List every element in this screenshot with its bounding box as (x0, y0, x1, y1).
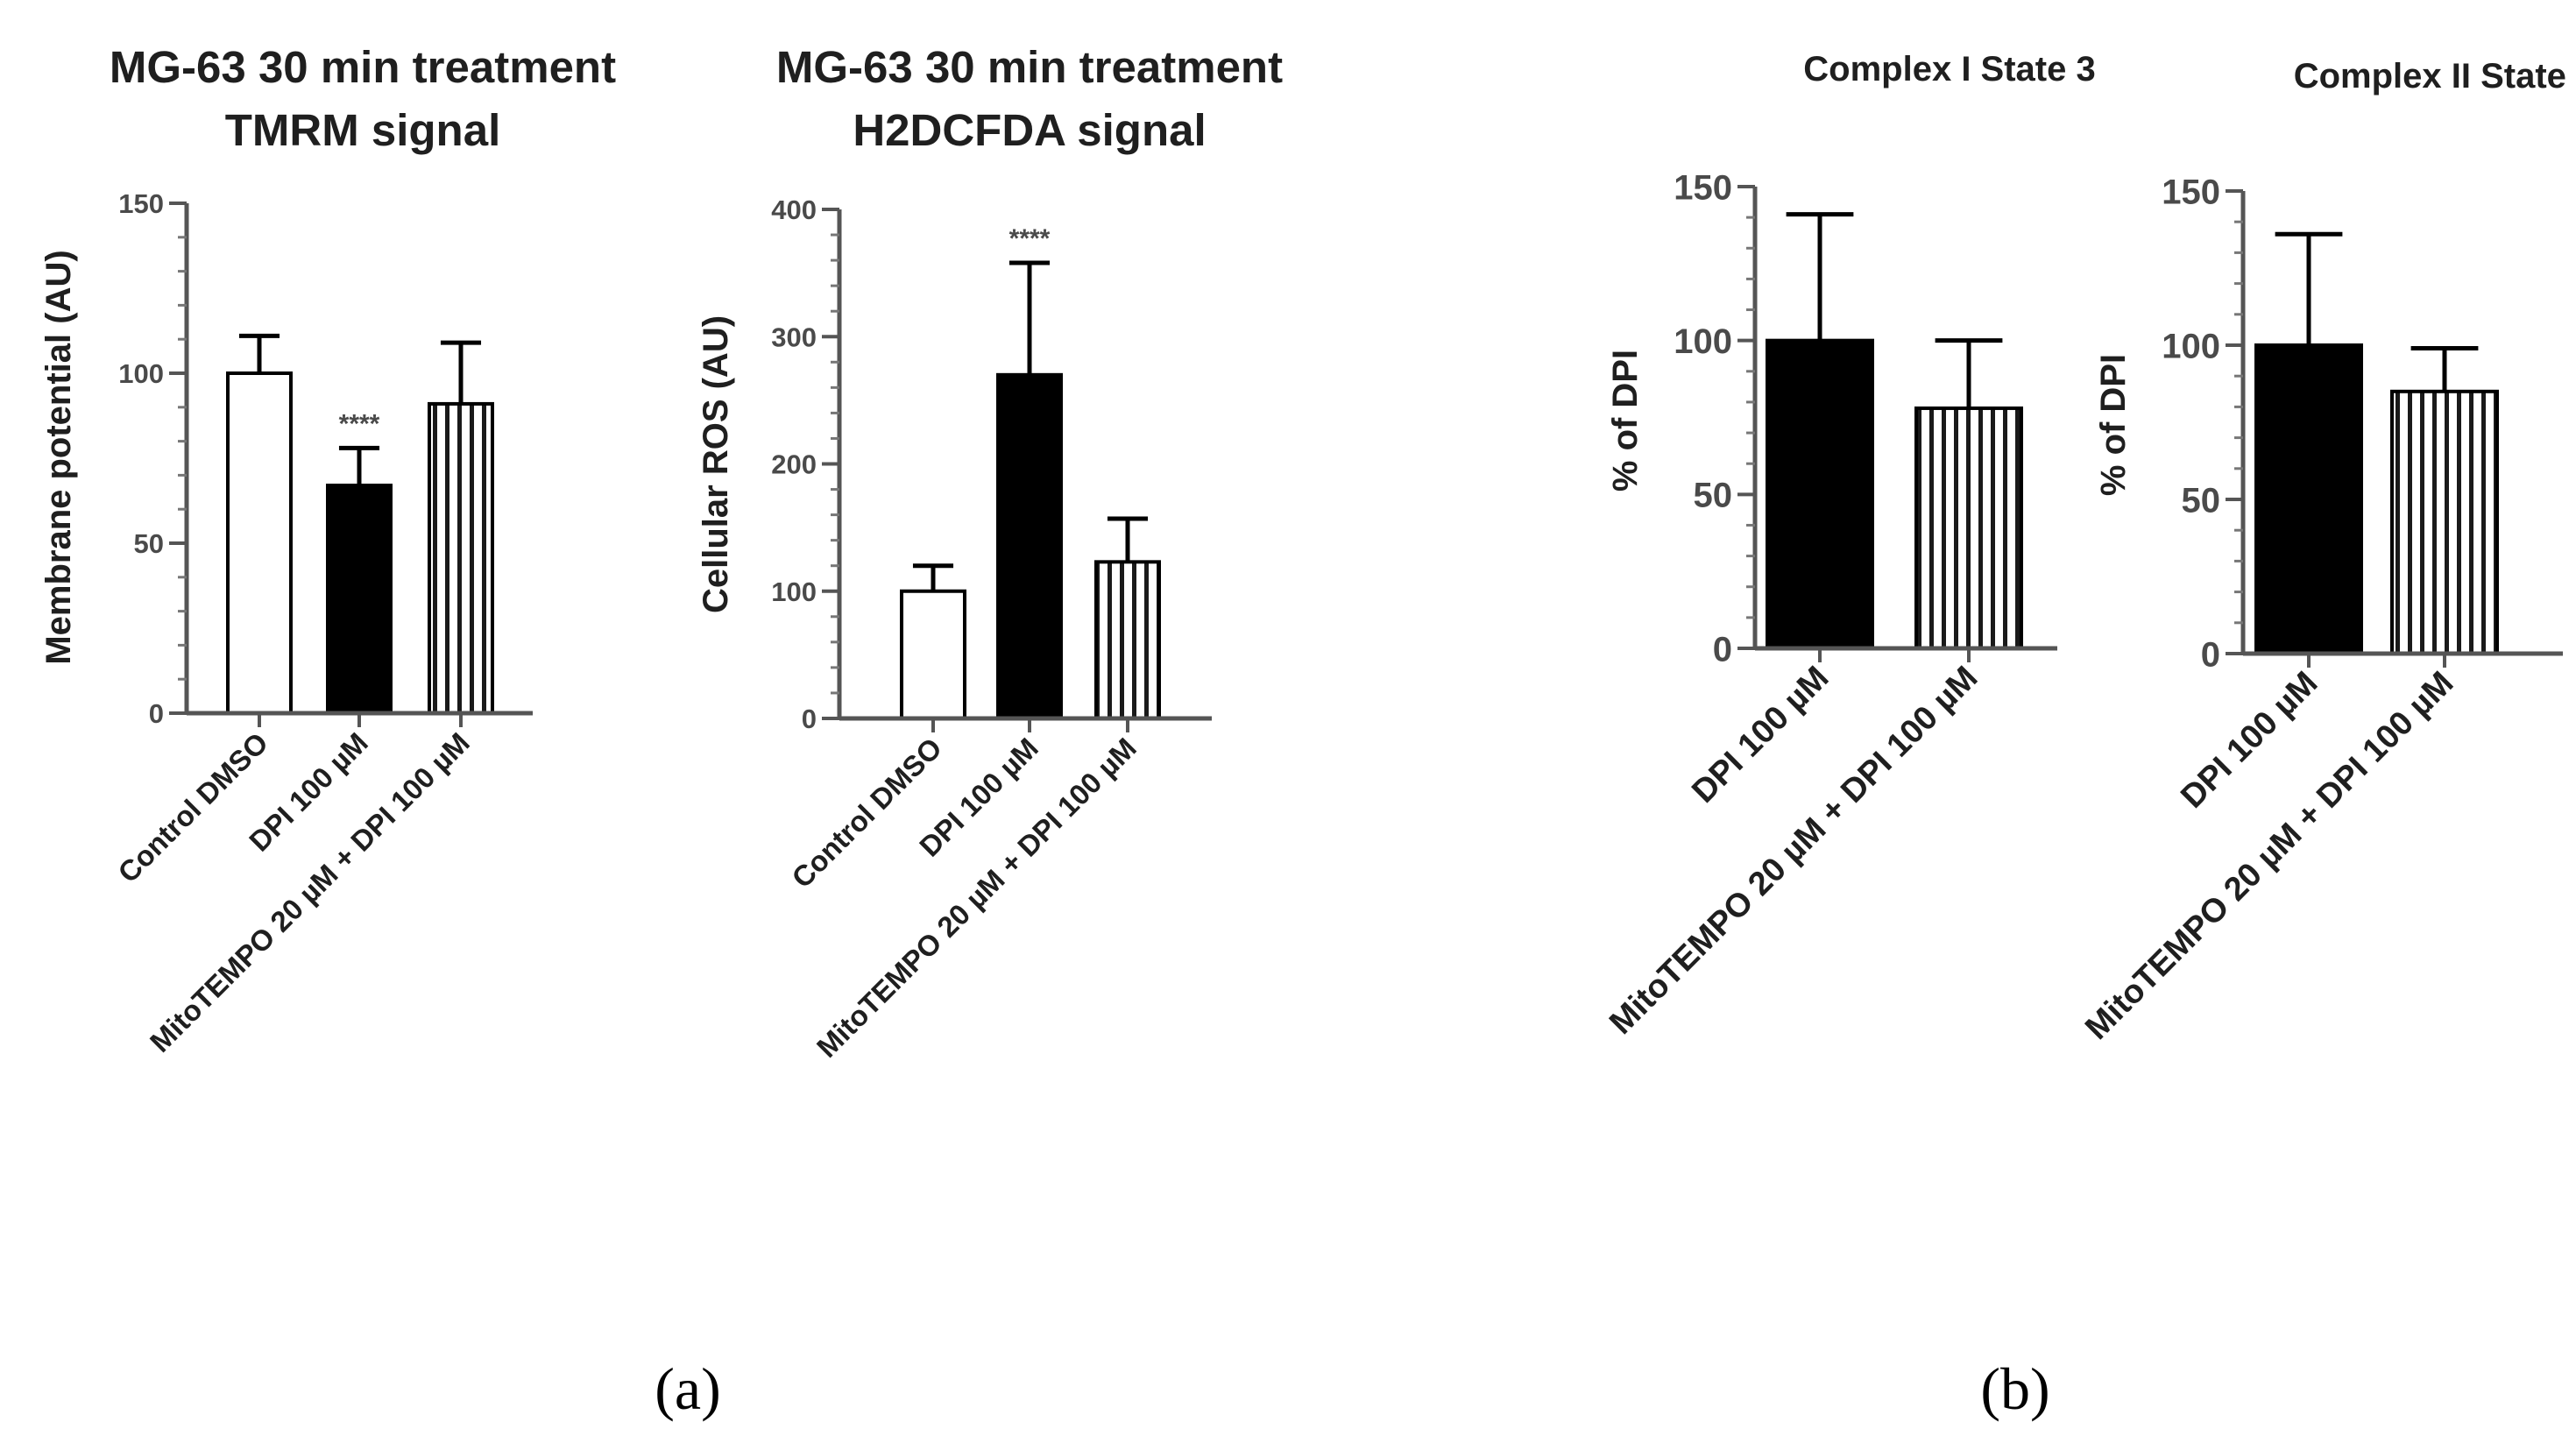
y-tick-label: 50 (134, 528, 164, 559)
chart-title-line: MG-63 30 min treatment (110, 42, 616, 92)
y-tick-label: 100 (118, 358, 164, 389)
y-tick-label: 200 (771, 449, 817, 480)
y-tick-label: 0 (2201, 635, 2220, 674)
bar (1766, 338, 1874, 650)
chart-title: Complex II State 3 (2294, 57, 2576, 95)
bar (1914, 406, 2023, 650)
chart-title-line: TMRM signal (225, 105, 501, 155)
bar (1094, 560, 1161, 721)
bar (226, 371, 293, 715)
y-tick-label: 300 (771, 322, 817, 352)
y-tick-label: 150 (1674, 168, 1732, 207)
y-tick-label: 100 (2162, 327, 2220, 365)
panel-label-b: (b) (1980, 1355, 2049, 1422)
significance-label: **** (339, 409, 380, 438)
chart-tmrm: MG-63 30 min treatment TMRM signal Membran… (39, 42, 616, 1058)
bar (2390, 389, 2499, 655)
y-axis-label: % of DPI (2094, 354, 2133, 496)
chart-title: MG-63 30 min treatment TMRM signal (110, 42, 616, 155)
chart-h2dcfda: MG-63 30 min treatment H2DCFDA signal Cell… (697, 42, 1283, 1064)
y-axis-label: Cellular ROS (AU) (697, 315, 735, 613)
y-tick-label: 50 (2182, 481, 2221, 520)
bar (996, 372, 1063, 720)
y-tick-label: 100 (1674, 322, 1732, 361)
chart-title: Complex I State 3 (1803, 50, 2095, 88)
y-tick-label: 150 (2162, 173, 2220, 211)
bar (428, 401, 494, 715)
x-tick-label: Control DMSO (111, 726, 274, 889)
significance-label: **** (1009, 224, 1051, 253)
y-tick-label: 0 (1713, 630, 1732, 668)
y-tick-label: 100 (771, 576, 817, 607)
y-tick-label: 400 (771, 195, 817, 225)
bar (900, 589, 966, 720)
x-tick-label: Control DMSO (785, 732, 948, 895)
y-axis-label: Membrane potential (AU) (39, 250, 78, 664)
x-tick-label: DPI 100 µM (1685, 660, 1836, 810)
chart-title-line: Complex II State 3 (2294, 57, 2576, 95)
chart-title-line: MG-63 30 min treatment (776, 42, 1283, 92)
chart-title-line: H2DCFDA signal (853, 105, 1206, 155)
bar (2254, 343, 2363, 655)
y-axis-label: % of DPI (1606, 350, 1645, 492)
chart-title: MG-63 30 min treatment H2DCFDA signal (776, 42, 1283, 155)
y-tick-label: 50 (1694, 477, 1733, 515)
y-tick-label: 0 (149, 698, 164, 729)
panel-label-a: (a) (655, 1355, 720, 1422)
bar (326, 484, 393, 715)
chart-title-line: Complex I State 3 (1803, 50, 2095, 88)
y-tick-label: 150 (118, 188, 164, 219)
y-tick-label: 0 (802, 704, 817, 734)
x-tick-label: DPI 100 µM (2174, 665, 2325, 816)
